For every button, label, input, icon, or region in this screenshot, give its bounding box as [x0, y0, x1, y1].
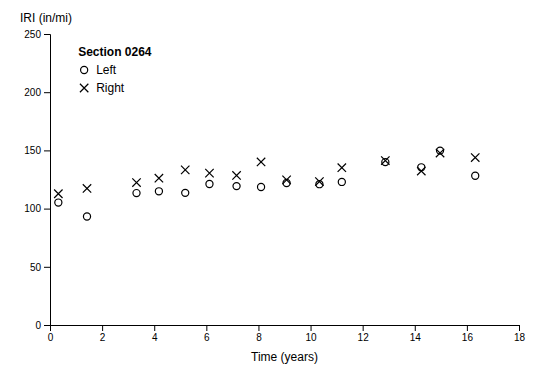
- point: [182, 189, 189, 196]
- x-tick: 10: [305, 325, 317, 343]
- y-tick: 0: [35, 320, 50, 331]
- series: [54, 149, 479, 198]
- y-axis: 0 50 100 150 200 250: [24, 29, 50, 331]
- point: [417, 167, 425, 175]
- x-tick-label: 18: [514, 332, 526, 343]
- y-tick-mark: [44, 209, 50, 210]
- point: [155, 188, 162, 195]
- y-tick-label: 150: [24, 145, 41, 156]
- x-tick: 6: [204, 325, 210, 343]
- x-tick-label: 16: [462, 332, 474, 343]
- x-tick-label: 4: [152, 332, 158, 343]
- y-axis-title: IRI (in/mi): [20, 11, 72, 25]
- point: [338, 163, 346, 171]
- x-tick-mark: [311, 325, 312, 331]
- point: [155, 174, 163, 182]
- x-axis: 0 2 4 6 8 10 12 14 16 18: [48, 325, 526, 343]
- x-tick-mark: [519, 325, 520, 331]
- x-tick-mark: [154, 325, 155, 331]
- series: [55, 147, 479, 220]
- y-tick: 200: [24, 87, 50, 98]
- point: [83, 184, 91, 192]
- point: [205, 169, 213, 177]
- x-tick-label: 14: [410, 332, 422, 343]
- point: [132, 178, 140, 186]
- point: [133, 190, 140, 197]
- y-axis-line: [44, 35, 51, 326]
- point: [257, 183, 264, 190]
- y-tick: 150: [24, 145, 50, 156]
- legend: Section 0264 Left Right: [78, 45, 152, 95]
- legend-label: Right: [96, 81, 125, 95]
- point: [55, 199, 62, 206]
- point: [338, 178, 345, 185]
- point: [257, 158, 265, 166]
- x-tick-mark: [415, 325, 416, 331]
- y-tick-mark: [44, 34, 50, 35]
- point: [418, 164, 425, 171]
- chart: 0 2 4 6 8 10 12 14 16 18 0 50 100 150 200 250 Section 02…: [0, 0, 541, 369]
- x-tick: 8: [256, 325, 262, 343]
- x-tick-label: 0: [48, 332, 54, 343]
- y-tick-mark: [44, 325, 50, 326]
- x-tick: 12: [358, 325, 370, 343]
- x-axis-title: Time (years): [251, 350, 318, 364]
- point: [471, 153, 479, 161]
- legend-symbol: [81, 66, 88, 73]
- point: [472, 172, 479, 179]
- x-tick-mark: [258, 325, 259, 331]
- point: [54, 190, 62, 198]
- point: [232, 171, 240, 179]
- x-tick-mark: [467, 325, 468, 331]
- x-tick-label: 12: [358, 332, 370, 343]
- x-tick: 18: [514, 325, 526, 343]
- x-tick-mark: [206, 325, 207, 331]
- y-tick-label: 200: [24, 87, 41, 98]
- plot: 0 2 4 6 8 10 12 14 16 18 0 50 100 150 200 250 Section 02…: [24, 29, 525, 343]
- x-tick-label: 10: [305, 332, 317, 343]
- y-tick-label: 0: [35, 320, 41, 331]
- y-tick-mark: [44, 267, 50, 268]
- point: [381, 156, 389, 164]
- point: [181, 166, 189, 174]
- y-tick-mark: [44, 150, 50, 151]
- y-tick-label: 250: [24, 29, 41, 40]
- legend-label: Left: [96, 63, 117, 77]
- point: [233, 183, 240, 190]
- x-tick-label: 6: [204, 332, 210, 343]
- point: [382, 159, 389, 166]
- point: [83, 213, 90, 220]
- title: Section 0264: [78, 45, 152, 59]
- marks: [54, 147, 479, 220]
- point: [315, 177, 323, 185]
- y-tick: 50: [30, 262, 50, 273]
- x-tick: 4: [152, 325, 158, 343]
- y-tick-mark: [44, 92, 50, 93]
- y-tick-label: 50: [30, 262, 42, 273]
- legend-symbol: [80, 84, 88, 92]
- x-tick-label: 8: [256, 332, 262, 343]
- y-tick: 100: [24, 203, 50, 214]
- x-tick: 16: [462, 325, 474, 343]
- x-tick: 0: [48, 325, 54, 343]
- x-tick-mark: [363, 325, 364, 331]
- point: [206, 180, 213, 187]
- y-tick: 250: [24, 29, 50, 40]
- legend-item: Left: [81, 63, 117, 77]
- x-tick: 2: [100, 325, 106, 343]
- x-axis-line: [51, 326, 520, 332]
- legend-item: Right: [80, 81, 125, 95]
- x-tick-label: 2: [100, 332, 106, 343]
- x-tick: 14: [410, 325, 422, 343]
- point: [436, 149, 444, 157]
- point: [282, 176, 290, 184]
- x-tick-mark: [102, 325, 103, 331]
- y-tick-label: 100: [24, 203, 41, 214]
